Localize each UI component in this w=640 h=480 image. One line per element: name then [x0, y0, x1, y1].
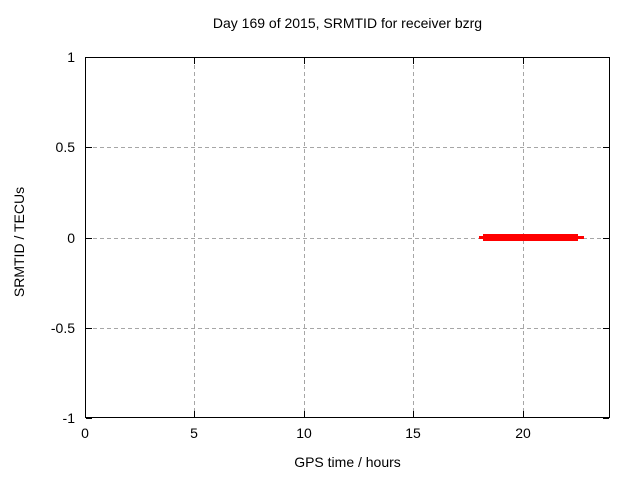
plot-area — [85, 57, 610, 418]
x-tick-label: 15 — [405, 425, 421, 441]
x-gridline — [194, 58, 195, 417]
x-tick-label: 20 — [515, 425, 531, 441]
y-tick-mark — [603, 147, 609, 148]
x-tick-mark — [304, 58, 305, 64]
x-tick-label: 0 — [81, 425, 89, 441]
y-gridline — [86, 238, 609, 239]
y-tick-label: 1 — [67, 49, 75, 65]
x-tick-mark — [194, 58, 195, 64]
y-gridline — [86, 328, 609, 329]
x-gridline — [304, 58, 305, 417]
y-tick-mark — [86, 57, 92, 58]
x-tick-mark — [304, 411, 305, 417]
y-tick-mark — [603, 57, 609, 58]
x-tick-mark — [523, 58, 524, 64]
y-tick-label: -0.5 — [50, 320, 75, 336]
x-tick-mark — [413, 58, 414, 64]
x-tick-mark — [85, 411, 86, 417]
y-tick-mark — [86, 328, 92, 329]
y-tick-label: 0.5 — [55, 139, 75, 155]
y-tick-mark — [86, 238, 92, 239]
x-gridline — [413, 58, 414, 417]
x-tick-mark — [194, 411, 195, 417]
y-gridline — [86, 147, 609, 148]
y-tick-label: 0 — [67, 230, 75, 246]
chart-title: Day 169 of 2015, SRMTID for receiver bzr… — [212, 15, 483, 31]
x-tick-label: 5 — [190, 425, 198, 441]
y-tick-mark — [603, 238, 609, 239]
y-tick-mark — [603, 328, 609, 329]
y-tick-mark — [86, 147, 92, 148]
x-axis-label: GPS time / hours — [294, 454, 401, 470]
y-tick-mark — [603, 418, 609, 419]
series-segment — [483, 234, 578, 241]
x-tick-mark — [523, 411, 524, 417]
x-tick-mark — [85, 58, 86, 64]
x-tick-label: 10 — [296, 425, 312, 441]
y-tick-mark — [86, 418, 92, 419]
x-tick-mark — [413, 411, 414, 417]
y-tick-label: -1 — [62, 410, 75, 426]
